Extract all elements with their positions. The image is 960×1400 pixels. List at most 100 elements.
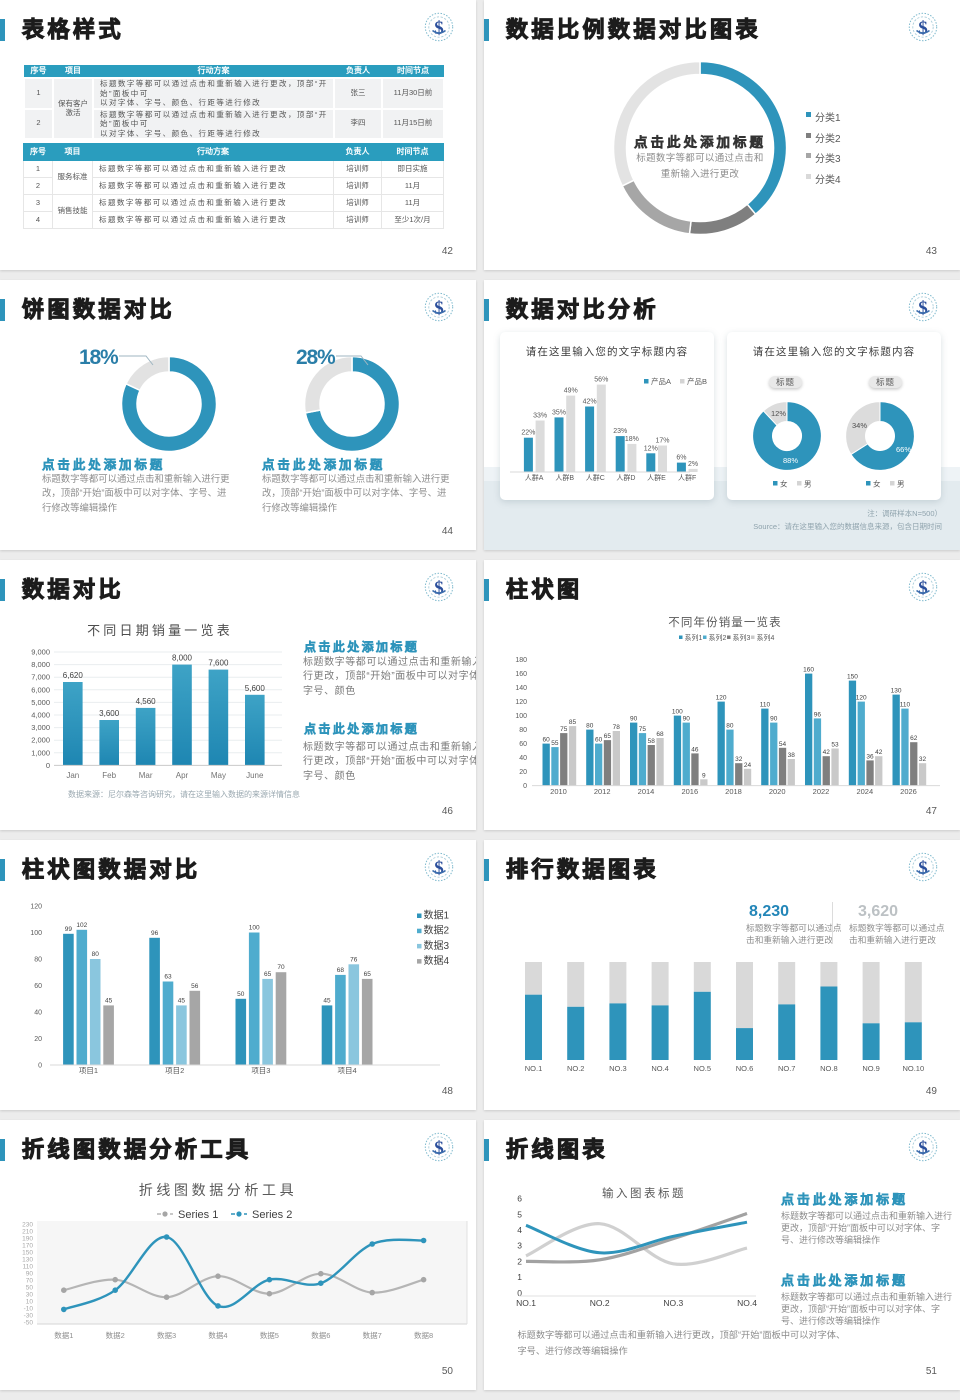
svg-text:75: 75: [560, 726, 568, 733]
svg-text:35%: 35%: [552, 409, 566, 416]
svg-text:36: 36: [866, 753, 874, 760]
svg-text:90: 90: [683, 716, 691, 723]
svg-text:人群F: 人群F: [678, 473, 696, 482]
svg-text:3: 3: [517, 1241, 522, 1251]
svg-text:88%: 88%: [783, 456, 798, 465]
svg-text:80: 80: [586, 723, 594, 730]
svg-text:170: 170: [22, 1242, 33, 1249]
svg-text:-10: -10: [24, 1305, 34, 1312]
svg-text:Apr: Apr: [176, 771, 189, 780]
svg-text:60: 60: [595, 737, 603, 744]
svg-text:130: 130: [22, 1256, 33, 1263]
svg-text:7,000: 7,000: [31, 673, 50, 682]
svg-text:$: $: [434, 1138, 444, 1159]
svg-text:60: 60: [519, 741, 527, 748]
svg-text:60: 60: [34, 983, 42, 990]
svg-text:6,620: 6,620: [63, 671, 84, 680]
svg-text:1: 1: [517, 1272, 522, 1282]
svg-text:NO.1: NO.1: [516, 1298, 536, 1308]
svg-text:90: 90: [770, 716, 778, 723]
svg-text:46: 46: [691, 746, 699, 753]
svg-text:女: 女: [873, 479, 881, 489]
svg-text:100: 100: [672, 709, 683, 716]
svg-text:项目4: 项目4: [338, 1066, 357, 1075]
svg-text:May: May: [211, 771, 226, 780]
svg-text:6%: 6%: [676, 455, 686, 462]
svg-text:2022: 2022: [813, 787, 830, 796]
svg-text:58: 58: [648, 738, 656, 745]
svg-text:产品B: 产品B: [687, 376, 707, 386]
svg-text:人群C: 人群C: [586, 473, 605, 482]
svg-text:40: 40: [519, 755, 527, 762]
svg-text:12%: 12%: [644, 445, 658, 452]
svg-text:150: 150: [22, 1249, 33, 1256]
svg-text:NO.10: NO.10: [902, 1064, 924, 1073]
svg-text:17%: 17%: [655, 438, 669, 445]
svg-text:人群E: 人群E: [647, 473, 666, 482]
svg-text:65: 65: [604, 733, 612, 740]
svg-text:120: 120: [30, 903, 42, 910]
svg-text:66%: 66%: [896, 445, 911, 454]
svg-text:32: 32: [735, 756, 743, 763]
svg-text:系列4: 系列4: [757, 633, 775, 642]
svg-text:NO.5: NO.5: [694, 1064, 712, 1073]
svg-text:男: 男: [897, 480, 905, 489]
svg-text:6: 6: [517, 1194, 522, 1204]
svg-text:NO.1: NO.1: [525, 1064, 543, 1073]
svg-text:4,000: 4,000: [31, 711, 50, 720]
svg-text:2010: 2010: [550, 787, 567, 796]
svg-text:7,600: 7,600: [208, 659, 229, 668]
svg-text:NO.9: NO.9: [862, 1064, 880, 1073]
svg-text:75: 75: [639, 726, 647, 733]
svg-text:45: 45: [323, 997, 331, 1004]
svg-text:8,000: 8,000: [31, 660, 50, 669]
svg-text:2: 2: [517, 1256, 522, 1266]
svg-text:2012: 2012: [594, 787, 611, 796]
svg-text:22%: 22%: [521, 430, 535, 437]
svg-text:0: 0: [523, 783, 527, 790]
svg-text:65: 65: [364, 971, 372, 978]
svg-text:150: 150: [847, 674, 858, 681]
svg-text:45: 45: [178, 997, 186, 1004]
svg-text:120: 120: [716, 695, 727, 702]
svg-text:56%: 56%: [594, 377, 608, 384]
svg-text:2018: 2018: [725, 787, 742, 796]
svg-text:90: 90: [26, 1270, 34, 1277]
svg-text:项目1: 项目1: [79, 1066, 98, 1075]
svg-text:80: 80: [34, 956, 42, 963]
svg-text:10: 10: [26, 1298, 34, 1305]
svg-text:76: 76: [350, 956, 358, 963]
svg-text:5,000: 5,000: [31, 698, 50, 707]
svg-text:49%: 49%: [564, 388, 578, 395]
svg-text:110: 110: [900, 702, 911, 709]
svg-text:63: 63: [164, 974, 172, 981]
svg-text:68: 68: [337, 967, 345, 974]
svg-text:$: $: [918, 18, 928, 39]
svg-text:数据4: 数据4: [424, 954, 450, 967]
svg-text:June: June: [246, 771, 264, 780]
svg-text:80: 80: [726, 723, 734, 730]
svg-text:NO.3: NO.3: [609, 1064, 627, 1073]
svg-text:45: 45: [105, 997, 113, 1004]
svg-text:2%: 2%: [688, 461, 698, 468]
svg-text:$: $: [918, 1138, 928, 1159]
svg-text:190: 190: [22, 1235, 33, 1242]
svg-text:120: 120: [515, 699, 527, 706]
svg-text:100: 100: [249, 925, 260, 932]
svg-text:人群D: 人群D: [616, 473, 635, 482]
svg-text:人群A: 人群A: [525, 473, 544, 482]
svg-text:$: $: [434, 18, 444, 39]
svg-text:230: 230: [22, 1221, 33, 1228]
svg-text:9: 9: [702, 772, 706, 779]
svg-text:80: 80: [92, 951, 100, 958]
svg-text:180: 180: [515, 657, 527, 664]
svg-text:5,600: 5,600: [245, 684, 266, 693]
svg-text:62: 62: [910, 735, 918, 742]
svg-text:NO.4: NO.4: [737, 1298, 757, 1308]
svg-text:6,000: 6,000: [31, 685, 50, 694]
svg-text:NO.2: NO.2: [590, 1298, 610, 1308]
svg-text:3,000: 3,000: [31, 723, 50, 732]
svg-text:项目2: 项目2: [165, 1066, 184, 1075]
svg-text:70: 70: [277, 964, 285, 971]
svg-text:2026: 2026: [900, 787, 917, 796]
